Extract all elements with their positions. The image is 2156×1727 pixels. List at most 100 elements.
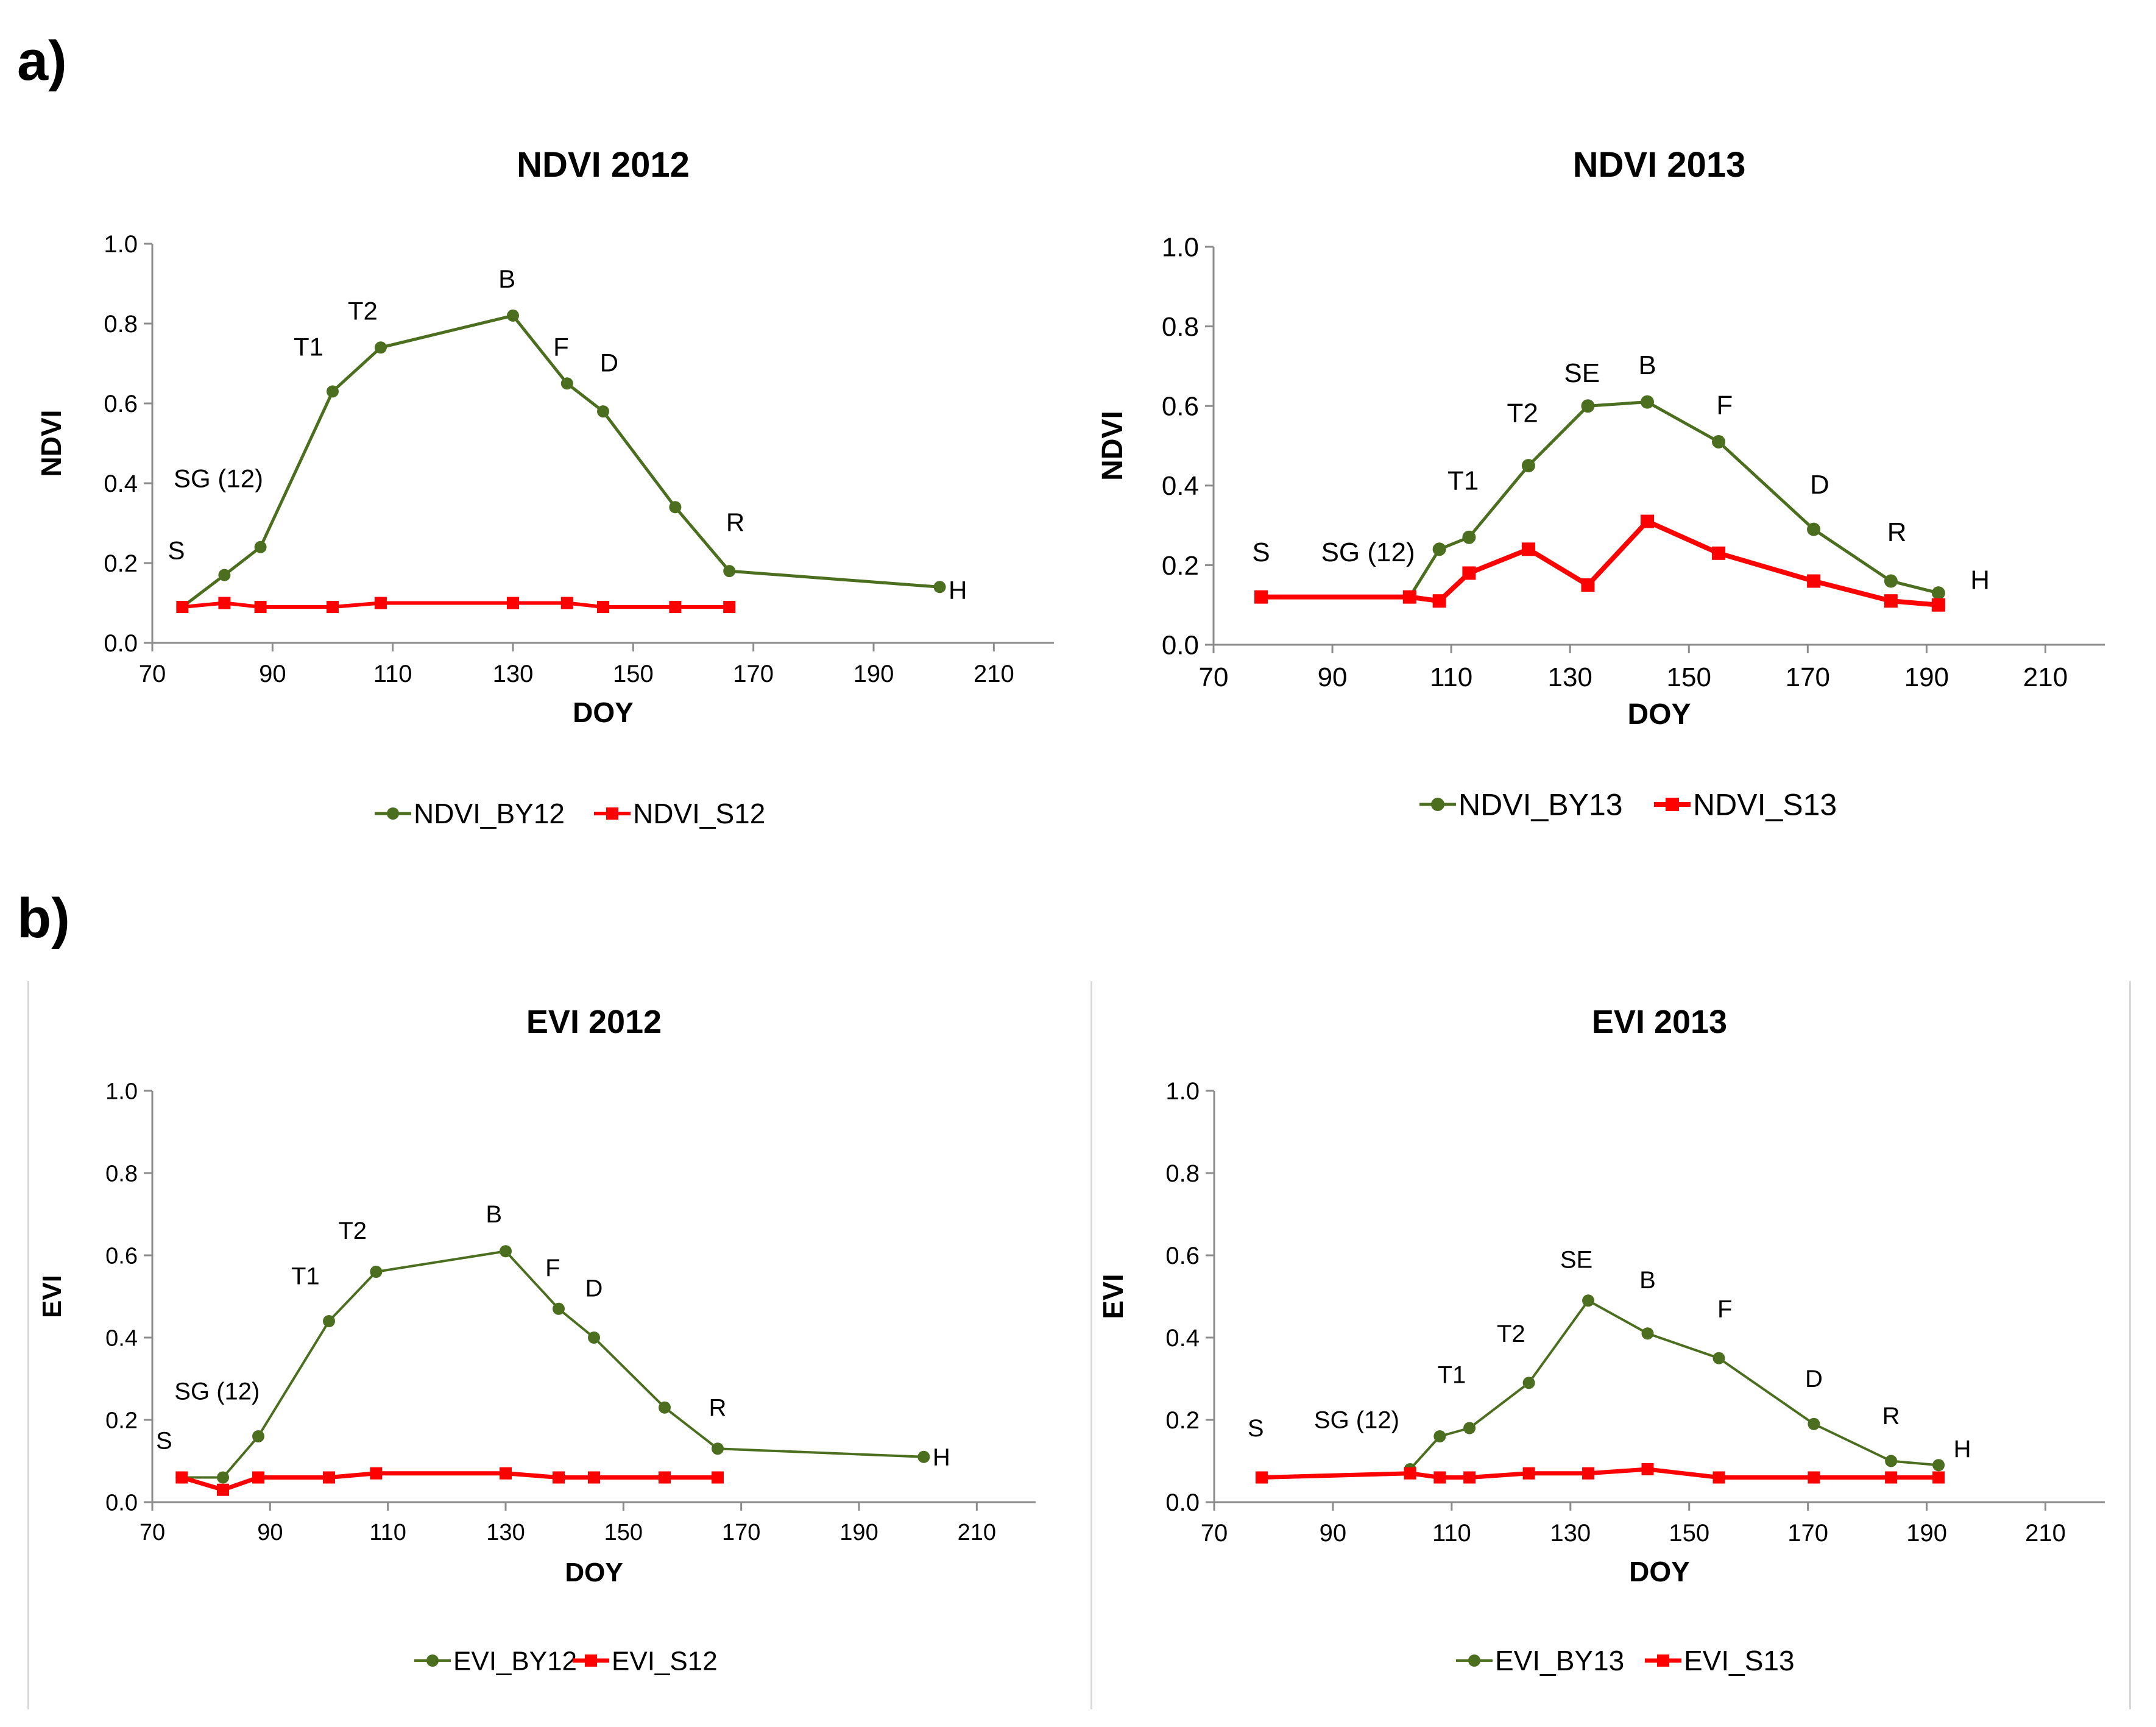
stage-annotation: D (585, 1275, 603, 1302)
stage-annotation: R (1882, 1403, 1900, 1430)
stage-annotation: F (1717, 1296, 1732, 1322)
stage-annotation: D (600, 349, 618, 377)
stage-annotation: R (1887, 517, 1907, 547)
y-tick-label: 0.0 (1162, 630, 1199, 660)
data-point (374, 597, 387, 609)
x-tick-label: 110 (369, 1520, 406, 1545)
data-point (1931, 586, 1945, 600)
data-point (1885, 1471, 1898, 1484)
data-point (588, 1332, 600, 1344)
y-tick-label: 0.0 (104, 630, 138, 657)
legend-label: NDVI_S12 (633, 798, 765, 829)
stage-annotation: SG (12) (174, 1378, 260, 1405)
data-point (553, 1302, 565, 1315)
data-point (176, 601, 189, 614)
stage-annotation: S (1248, 1415, 1264, 1442)
x-tick-label: 90 (1320, 1520, 1347, 1547)
data-point (1932, 1471, 1945, 1484)
stage-annotation: H (949, 576, 967, 605)
data-point (254, 601, 267, 614)
data-point (1463, 1422, 1476, 1434)
x-tick-label: 210 (974, 661, 1014, 687)
data-point (588, 1471, 600, 1484)
x-tick-label: 150 (1669, 1520, 1709, 1547)
legend-label: EVI_BY13 (1495, 1645, 1624, 1676)
data-point (1254, 590, 1268, 604)
data-point (597, 405, 609, 418)
stage-annotation: T2 (1507, 398, 1538, 428)
data-point (1932, 1459, 1945, 1472)
stage-annotation: B (1638, 350, 1656, 380)
x-tick-label: 150 (1667, 662, 1711, 692)
data-point (1884, 574, 1898, 588)
data-point (323, 1471, 335, 1484)
data-point (917, 1450, 930, 1463)
ndvi-2012-chart: NDVI 2012 0.0 0.2 0.4 0.6 0.8 1.0 70 90 110 130 150… (0, 91, 1084, 859)
data-point (1521, 459, 1535, 473)
x-tick-label: 190 (1904, 662, 1949, 692)
x-tick-label: 70 (1199, 662, 1229, 692)
y-tick-label: 0.6 (105, 1243, 138, 1269)
frame-left-border (27, 981, 29, 1709)
x-tick-label: 210 (958, 1520, 996, 1545)
stage-annotation: SG (12) (174, 464, 263, 493)
x-tick-label: 170 (733, 661, 774, 687)
data-point (370, 1467, 383, 1480)
stage-annotation: S (1252, 537, 1270, 567)
y-tick-label: 0.0 (1165, 1489, 1200, 1516)
chart-title: NDVI 2012 (517, 145, 690, 185)
data-point (1808, 1471, 1820, 1484)
legend-label: EVI_S12 (612, 1646, 718, 1676)
x-tick-label: 90 (257, 1520, 283, 1545)
stage-annotation: T1 (294, 332, 323, 361)
y-tick-label: 0.6 (1165, 1243, 1200, 1269)
data-point (1463, 1471, 1476, 1484)
stage-annotation: SG (12) (1321, 537, 1415, 567)
data-point (500, 1467, 512, 1480)
series-line-ndvi-s12 (182, 601, 730, 609)
data-point (218, 597, 231, 609)
x-tick-label: 70 (1201, 1520, 1228, 1547)
data-point (327, 601, 339, 614)
stage-annotation: D (1805, 1366, 1823, 1392)
data-point (252, 1471, 264, 1484)
data-point (1582, 1467, 1595, 1480)
data-point (1521, 542, 1535, 556)
y-axis-label: NDVI (1097, 411, 1129, 481)
data-point (323, 1315, 335, 1327)
series-line-evi-by13 (1409, 1299, 1939, 1470)
data-point (669, 501, 682, 514)
stage-annotation: H (1970, 566, 1990, 595)
stage-annotation: T1 (1447, 466, 1479, 495)
y-tick-label: 1.0 (105, 1079, 138, 1104)
stage-annotation: S (156, 1427, 172, 1454)
data-point (507, 309, 519, 322)
series-line-evi-s13 (1261, 1467, 1939, 1480)
x-tick-label: 190 (1906, 1520, 1947, 1547)
data-point (218, 569, 231, 581)
stage-annotation: SE (1564, 358, 1600, 388)
data-point (1433, 1471, 1446, 1484)
y-tick-label: 1.0 (104, 231, 138, 258)
data-point (1808, 1417, 1820, 1430)
y-tick-label: 0.8 (104, 311, 138, 338)
evi-2012-chart: EVI 2012 0.0 0.2 0.4 0.6 0.8 1.0 70 90 110 130 150 1… (0, 951, 1084, 1712)
y-axis-label: EVI (1097, 1274, 1129, 1319)
data-point (1712, 546, 1726, 560)
stage-annotation: F (553, 332, 569, 361)
stage-annotation: SG (12) (1314, 1407, 1399, 1434)
x-tick-label: 110 (373, 661, 412, 687)
y-tick-label: 1.0 (1162, 232, 1199, 262)
data-point (1432, 542, 1446, 556)
data-point (560, 597, 573, 609)
y-axis-label: EVI (37, 1275, 67, 1318)
legend-marker (387, 807, 399, 820)
frame-divider (1090, 981, 1092, 1709)
x-tick-label: 130 (486, 1520, 525, 1545)
x-tick-label: 130 (1550, 1520, 1591, 1547)
data-point (1712, 1352, 1725, 1364)
stage-annotation: H (933, 1444, 950, 1470)
data-point (1522, 1377, 1535, 1389)
data-point (1640, 395, 1654, 409)
x-tick-label: 70 (139, 661, 166, 687)
